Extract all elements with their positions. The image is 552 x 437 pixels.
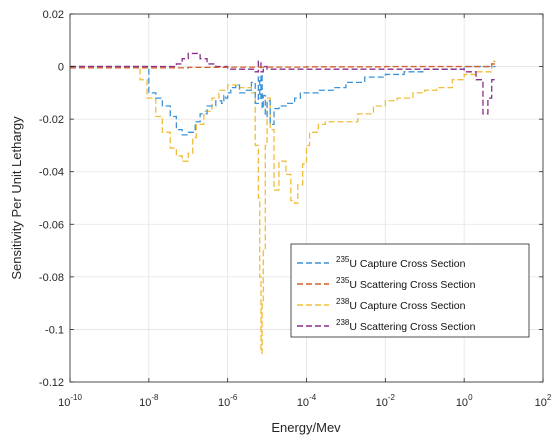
series-line-0	[70, 65, 496, 136]
legend-entry: 235U Scattering Cross Section	[336, 276, 476, 291]
y-tick-label: -0.08	[39, 272, 64, 284]
y-axis-label: Sensitivity Per Unit Lethargy	[9, 116, 24, 280]
x-tick-label: 10-4	[297, 393, 317, 409]
series-line-2	[70, 60, 496, 354]
x-tick-label: 10-10	[58, 393, 82, 409]
series-line-3	[70, 52, 496, 115]
x-tick-label: 10-8	[139, 393, 159, 409]
tick-labels: 10-10 10-8 10-6 10-4 10-2 100 102 0.02 0 -0.02 -0.…	[39, 9, 552, 409]
legend-entry: 238U Scattering Cross Section	[336, 318, 476, 333]
x-tick-label: 10-6	[218, 393, 238, 409]
y-tick-label: -0.12	[39, 377, 64, 389]
axis-ticks	[69, 13, 544, 383]
legend: 235U Capture Cross Section 235U Scatterin…	[290, 243, 530, 338]
x-tick-label: 10-2	[376, 393, 396, 409]
legend-box	[290, 243, 530, 338]
y-tick-label: -0.06	[39, 219, 64, 231]
legend-entry: 238U Capture Cross Section	[336, 297, 466, 312]
y-tick-label: 0.02	[43, 9, 64, 21]
x-tick-label: 102	[535, 393, 552, 409]
y-tick-label: -0.04	[39, 167, 64, 179]
legend-entry: 235U Capture Cross Section	[336, 255, 466, 270]
series-line-1	[70, 63, 496, 69]
x-axis-label: Energy/Mev	[271, 420, 341, 435]
series-lines	[70, 52, 496, 354]
x-tick-label: 100	[456, 393, 473, 409]
y-tick-label: -0.02	[39, 114, 64, 126]
y-tick-label: 0	[58, 62, 64, 74]
y-tick-label: -0.1	[45, 324, 64, 336]
